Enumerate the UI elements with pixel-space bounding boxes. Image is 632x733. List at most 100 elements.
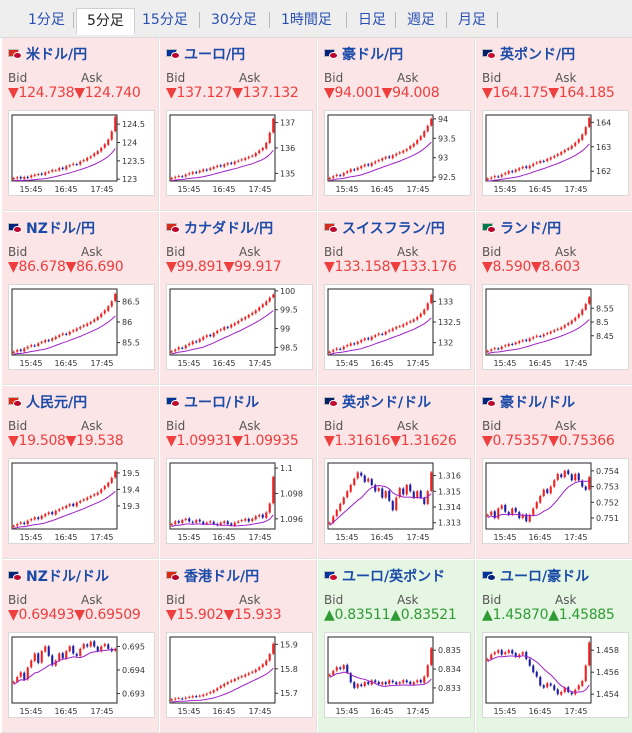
candle-body [177,698,180,700]
candle-body [360,166,363,169]
pair-header[interactable]: NZドル/ドル [8,566,109,586]
candle-body [349,169,352,172]
quote-card[interactable]: 人民元/円 Bid Ask ▼19.508▼19.538 19.5 19.4 19.3 15:… [2,386,159,559]
pair-header[interactable]: スイスフラン/円 [324,218,445,238]
pair-header[interactable]: 豪ドル/ドル [482,392,575,412]
candlestick-chart[interactable]: 19.5 19.4 19.3 15:45 16:45 17:45 [8,458,155,544]
pair-header[interactable]: ユーロ/円 [166,44,245,64]
quote-card[interactable]: NZドル/円 Bid Ask ▼86.678▼86.690 86.5 86 85.5 15:4… [2,212,159,385]
pair-name[interactable]: ランド/円 [500,221,562,237]
quote-card[interactable]: 香港ドル/円 Bid Ask ▼15.902▼15.933 15.9 15.8 15.7 15… [160,560,317,733]
candlestick-chart[interactable]: 133 132.5 132 15:45 16:45 17:45 [324,284,471,370]
x-tick-label: 17:45 [564,185,587,194]
quote-card[interactable]: カナダドル/円 Bid Ask ▼99.891▼99.917 100 99.5 99 98.5… [160,212,317,385]
pair-name[interactable]: 豪ドル/円 [342,47,404,63]
price-values: ▼137.127▼137.132 [166,85,299,101]
pair-name[interactable]: NZドル/ドル [26,569,109,585]
candlestick-chart[interactable]: 124.5 124 123.5 123 15:45 16:45 17:45 [8,110,155,196]
plot-frame [11,288,118,356]
candle-body [374,680,377,683]
pair-header[interactable]: 米ドル/円 [8,44,87,64]
pair-header[interactable]: 英ポンド/ドル [324,392,431,412]
pair-name[interactable]: NZドル/円 [26,221,95,237]
pair-name[interactable]: ユーロ/英ポンド [342,569,446,585]
candle-body [240,520,243,522]
candlestick-chart[interactable]: 1.316 1.315 1.314 1.313 15:45 16:45 17:45 [324,458,471,544]
candlestick-chart[interactable]: 94 93.5 93 92.5 15:45 16:45 17:45 [324,110,471,196]
candle-body [33,345,36,347]
candlestick-chart[interactable]: 100 99.5 99 98.5 15:45 16:45 17:45 [166,284,313,370]
pair-header[interactable]: 香港ドル/円 [166,566,259,586]
quote-card[interactable]: スイスフラン/円 Bid Ask ▼133.158▼133.176 133 132.5 13… [318,212,475,385]
candle-body [33,653,36,661]
candle-body [247,673,250,675]
candle-body [377,160,380,162]
pair-header[interactable]: 人民元/円 [8,392,87,412]
cad-jpy-flag-icon [166,223,180,233]
candlestick-chart[interactable]: 164 163 162 15:45 16:45 17:45 [482,110,629,196]
tab-30min[interactable]: 30分足 [211,12,257,28]
pair-header[interactable]: 英ポンド/円 [482,44,575,64]
pair-name[interactable]: 英ポンド/ドル [342,395,432,411]
candle-body [360,684,363,687]
tab-daily[interactable]: 日足 [358,12,386,28]
pair-name[interactable]: 香港ドル/円 [184,569,260,585]
candlestick-chart[interactable]: 0.835 0.834 0.833 15:45 16:45 17:45 [324,632,471,718]
candle-body [563,470,566,478]
pair-name[interactable]: 豪ドル/ドル [500,395,576,411]
candle-body [12,351,15,354]
nzd-jpy-flag-icon [8,223,22,233]
tab-15min[interactable]: 15分足 [142,12,188,28]
quote-card[interactable]: 豪ドル/円 Bid Ask ▼94.001▼94.008 94 93.5 93 92.5 15:… [318,38,475,211]
candlestick-chart[interactable]: 0.695 0.694 0.693 15:45 16:45 17:45 [8,632,155,718]
pair-name[interactable]: 人民元/円 [26,395,88,411]
tab-1hour[interactable]: 1時間足 [281,12,332,28]
candle-body [381,333,384,335]
candle-body [100,148,103,152]
pair-header[interactable]: 豪ドル/円 [324,44,403,64]
quote-card[interactable]: NZドル/ドル Bid Ask ▼0.69493▼0.69509 0.695 0.694 0… [2,560,159,733]
pair-name[interactable]: 英ポンド/円 [500,47,576,63]
quote-card[interactable]: 英ポンド/ドル Bid Ask ▼1.31616▼1.31626 1.316 1.315 1… [318,386,475,559]
ask-label: Ask [397,593,419,607]
pair-name[interactable]: スイスフラン/円 [342,221,445,237]
pair-name[interactable]: ユーロ/ドル [184,395,260,411]
candlestick-chart[interactable]: 8.55 8.5 8.45 15:45 16:45 17:45 [482,284,629,370]
pair-header[interactable]: ランド/円 [482,218,561,238]
candle-body [272,294,275,298]
pair-name[interactable]: 米ドル/円 [26,47,88,63]
moving-average-line [329,484,432,526]
candle-body [335,510,338,517]
tab-1min[interactable]: 1分足 [28,12,65,28]
tab-monthly[interactable]: 月足 [458,12,486,28]
tab-weekly[interactable]: 週足 [407,12,435,28]
candlestick-chart[interactable]: 15.9 15.8 15.7 15:45 16:45 17:45 [166,632,313,718]
candle-body [356,341,359,344]
quote-card[interactable]: ユーロ/豪ドル Bid Ask ▲1.45870▲1.45885 1.458 1.456 1… [476,560,632,733]
quote-card[interactable]: ランド/円 Bid Ask ▼8.590▼8.603 8.55 8.5 8.45 15:45 1… [476,212,632,385]
y-tick-label: 123 [122,175,137,184]
tab-5min[interactable]: 5分足 [76,8,135,35]
candlestick-chart[interactable]: 1.458 1.456 1.454 15:45 16:45 17:45 [482,632,629,718]
pair-header[interactable]: カナダドル/円 [166,218,273,238]
quote-card[interactable]: 豪ドル/ドル Bid Ask ▼0.75357▼0.75366 0.754 0.753 0.… [476,386,632,559]
quote-card[interactable]: 英ポンド/円 Bid Ask ▼164.175▼164.185 164 163 162 15:… [476,38,632,211]
candlestick-chart[interactable]: 1.1 1.098 1.096 15:45 16:45 17:45 [166,458,313,544]
candlestick-chart[interactable]: 0.754 0.753 0.752 0.751 15:45 16:45 17:45 [482,458,629,544]
pair-name[interactable]: ユーロ/豪ドル [500,569,590,585]
pair-header[interactable]: ユーロ/ドル [166,392,259,412]
pair-name[interactable]: カナダドル/円 [184,221,274,237]
chart-svg: 86.5 86 85.5 15:45 16:45 17:45 [11,288,140,368]
quote-card[interactable]: ユーロ/円 Bid Ask ▼137.127▼137.132 137 136 135 15:4… [160,38,317,211]
pair-name[interactable]: ユーロ/円 [184,47,246,63]
quote-card[interactable]: ユーロ/英ポンド Bid Ask ▲0.83511▲0.83521 0.835 0.834… [318,560,475,733]
quote-card[interactable]: ユーロ/ドル Bid Ask ▼1.09931▼1.09935 1.1 1.098 1.09… [160,386,317,559]
candle-body [363,164,366,167]
pair-header[interactable]: ユーロ/英ポンド [324,566,445,586]
candlestick-chart[interactable]: 137 136 135 15:45 16:45 17:45 [166,110,313,196]
candle-body [79,326,82,329]
quote-card[interactable]: 米ドル/円 Bid Ask ▼124.738▼124.740 124.5 124 123.5… [2,38,159,211]
pair-header[interactable]: ユーロ/豪ドル [482,566,589,586]
candlestick-chart[interactable]: 86.5 86 85.5 15:45 16:45 17:45 [8,284,155,370]
pair-header[interactable]: NZドル/円 [8,218,95,238]
